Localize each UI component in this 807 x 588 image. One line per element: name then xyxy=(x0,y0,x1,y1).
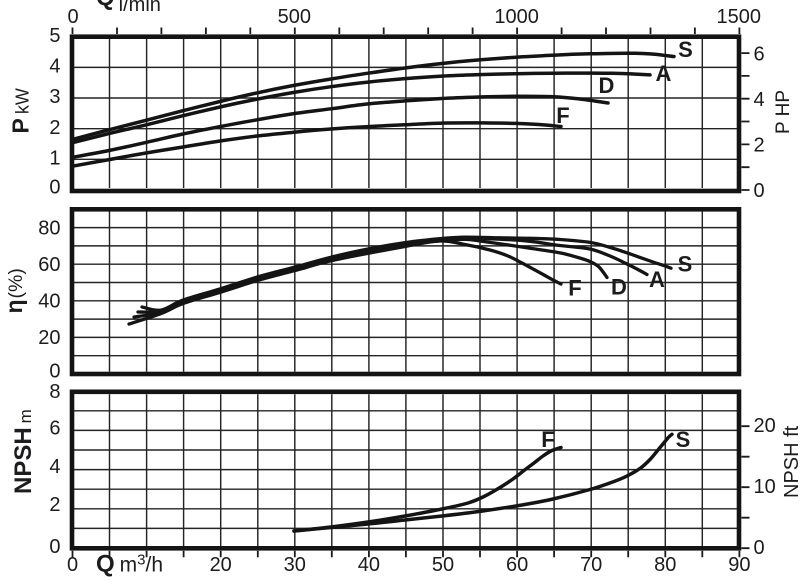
svg-text:60: 60 xyxy=(38,254,60,276)
svg-text:20: 20 xyxy=(210,554,232,576)
svg-text:0: 0 xyxy=(49,536,60,558)
svg-text:6: 6 xyxy=(49,417,60,439)
svg-text:500: 500 xyxy=(278,6,311,28)
svg-text:P HP: P HP xyxy=(773,90,794,134)
svg-text:6: 6 xyxy=(754,43,765,65)
svg-text:40: 40 xyxy=(358,554,380,576)
svg-text:S: S xyxy=(678,37,693,62)
svg-text:A: A xyxy=(656,61,672,86)
svg-text:10: 10 xyxy=(754,476,776,498)
svg-text:F: F xyxy=(568,276,581,301)
svg-text:0: 0 xyxy=(754,537,765,559)
svg-text:20: 20 xyxy=(754,415,776,437)
svg-text:2: 2 xyxy=(754,135,765,157)
svg-text:20: 20 xyxy=(38,327,60,349)
svg-text:S: S xyxy=(678,252,693,277)
svg-text:η(%): η(%) xyxy=(1,268,27,313)
svg-text:4: 4 xyxy=(49,456,60,478)
svg-text:1: 1 xyxy=(49,148,60,170)
svg-text:A: A xyxy=(649,267,665,292)
svg-text:4: 4 xyxy=(49,56,60,78)
svg-text:0: 0 xyxy=(49,361,60,383)
svg-text:50: 50 xyxy=(432,554,454,576)
svg-text:NPSHm: NPSHm xyxy=(10,409,37,494)
svg-text:0: 0 xyxy=(67,554,78,576)
svg-text:0: 0 xyxy=(67,6,78,28)
svg-text:Qm3/h: Qm3/h xyxy=(96,551,163,578)
svg-text:2: 2 xyxy=(49,117,60,139)
svg-text:70: 70 xyxy=(580,554,602,576)
svg-text:NPSH ft: NPSH ft xyxy=(781,425,803,498)
svg-text:Ql/min: Ql/min xyxy=(96,0,161,16)
svg-text:D: D xyxy=(599,73,615,98)
svg-text:30: 30 xyxy=(284,554,306,576)
svg-text:40: 40 xyxy=(38,291,60,313)
svg-text:80: 80 xyxy=(38,217,60,239)
svg-text:60: 60 xyxy=(506,554,528,576)
svg-text:0: 0 xyxy=(754,180,765,202)
svg-text:0: 0 xyxy=(49,177,60,199)
svg-text:D: D xyxy=(611,275,627,300)
svg-text:1500: 1500 xyxy=(717,6,762,28)
svg-text:3: 3 xyxy=(49,86,60,108)
svg-text:1000: 1000 xyxy=(494,6,539,28)
svg-text:PkW: PkW xyxy=(8,88,34,133)
svg-text:5: 5 xyxy=(49,25,60,47)
svg-text:S: S xyxy=(676,427,691,452)
svg-text:F: F xyxy=(541,427,554,452)
svg-text:80: 80 xyxy=(654,554,676,576)
svg-text:2: 2 xyxy=(49,494,60,516)
svg-text:90: 90 xyxy=(728,554,750,576)
svg-text:8: 8 xyxy=(49,381,60,403)
svg-text:F: F xyxy=(556,103,569,128)
svg-text:4: 4 xyxy=(754,89,765,111)
